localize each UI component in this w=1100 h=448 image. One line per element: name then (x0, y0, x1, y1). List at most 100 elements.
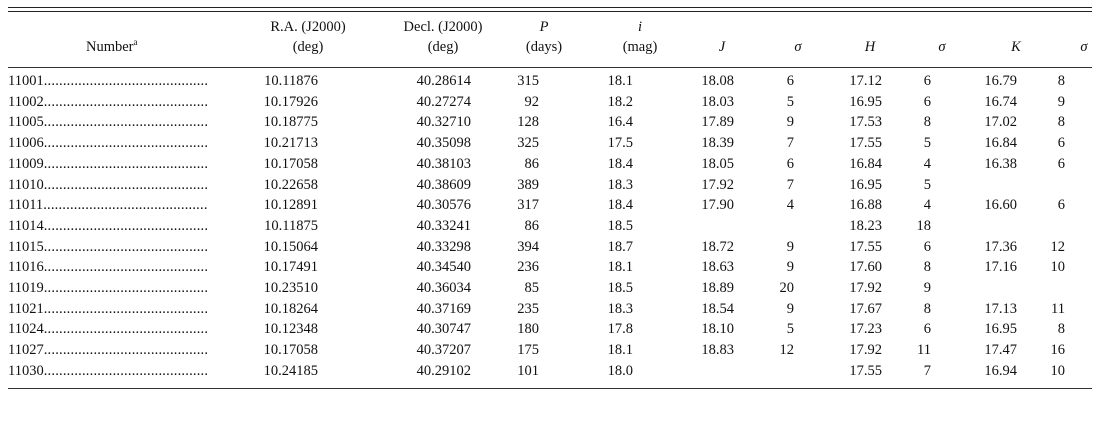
star-id: 11009 (8, 155, 44, 172)
cell-i-mag: 18.7 (607, 238, 633, 255)
cell-k: 17.13 (984, 300, 1017, 317)
cell-sigma-k: 8 (1057, 73, 1065, 89)
cell-h: 16.88 (849, 197, 882, 214)
cell-period: 86 (524, 155, 540, 172)
column-gap (794, 92, 838, 113)
cell-sigma-k: 10 (1050, 259, 1066, 276)
column-gap (633, 361, 692, 382)
column-gap (539, 299, 596, 320)
cell-h: 17.60 (849, 259, 882, 276)
cell-period: 315 (517, 73, 539, 89)
cell-sigma-j: 9 (786, 300, 794, 317)
leader-dots: ........................................… (43, 238, 209, 255)
cell-sigma-h: 5 (923, 135, 931, 152)
column-gap (471, 92, 501, 113)
leader-dots: ........................................… (43, 362, 209, 379)
cell-ra: 10.17491 (263, 259, 318, 276)
cell-period: 394 (517, 238, 539, 255)
cell-i-mag: 18.3 (607, 300, 633, 317)
column-gap (633, 133, 692, 154)
column-gap (539, 237, 596, 258)
column-gap (931, 92, 971, 113)
cell-sigma-h: 9 (923, 280, 931, 297)
table-row: 11024...................................… (8, 319, 1065, 340)
cell-sigma-k: 8 (1057, 114, 1065, 131)
cell-i-mag: 18.1 (607, 259, 633, 276)
cell-sigma-k: 6 (1057, 135, 1065, 152)
cell-ra: 10.23510 (263, 280, 318, 297)
cell-sigma-h: 4 (923, 197, 931, 214)
cell-k: 16.94 (984, 362, 1017, 379)
cell-sigma-k (1017, 216, 1065, 237)
cell-j: 17.90 (701, 197, 734, 214)
column-gap (633, 92, 692, 113)
column-gap (794, 278, 838, 299)
cell-sigma-h: 7 (923, 362, 931, 379)
cell-dec: 40.38609 (416, 176, 471, 193)
cell-dec: 40.28614 (416, 73, 471, 89)
table-row: 11002...................................… (8, 92, 1065, 113)
cell-sigma-j: 6 (786, 73, 794, 89)
column-gap (633, 112, 692, 133)
column-gap (318, 112, 367, 133)
leader-dots: ........................................… (43, 135, 209, 152)
star-id: 11027 (8, 342, 44, 359)
header-sigma-k: σ (1080, 39, 1088, 55)
leader-dots: ........................................… (43, 217, 209, 234)
row-number: 11010...................................… (8, 175, 226, 196)
cell-dec: 40.30576 (416, 197, 471, 214)
star-id: 11014 (8, 217, 44, 234)
cell-h: 17.12 (849, 73, 882, 89)
cell-h: 17.55 (849, 362, 882, 379)
column-gap (931, 237, 971, 258)
column-gap (633, 278, 692, 299)
column-gap (539, 133, 596, 154)
cell-sigma-h: 11 (917, 342, 931, 359)
column-gap (539, 340, 596, 361)
column-gap (794, 133, 838, 154)
star-id: 11024 (8, 321, 44, 338)
cell-sigma-j: 20 (779, 280, 795, 297)
cell-k (971, 175, 1017, 196)
star-id: 11006 (8, 135, 44, 152)
cell-h: 16.95 (849, 93, 882, 110)
leader-dots: ........................................… (43, 321, 209, 338)
column-gap (318, 154, 367, 175)
column-gap (931, 133, 971, 154)
cell-k (971, 278, 1017, 299)
cell-sigma-h: 4 (923, 155, 931, 172)
leader-dots: ........................................… (43, 342, 209, 359)
cell-k: 17.02 (984, 114, 1017, 131)
cell-sigma-k (1017, 175, 1065, 196)
cell-k: 17.16 (984, 259, 1017, 276)
column-gap (318, 195, 367, 216)
table-row: 11021...................................… (8, 299, 1065, 320)
cell-sigma-h: 8 (923, 114, 931, 131)
cell-period: 235 (517, 300, 539, 317)
cell-ra: 10.11876 (264, 73, 318, 89)
cell-i-mag: 16.4 (607, 114, 633, 131)
column-gap (318, 340, 367, 361)
cell-k: 16.60 (984, 197, 1017, 214)
column-gap (471, 216, 501, 237)
header-i-mag: i (mag) (622, 19, 658, 55)
column-gap (539, 175, 596, 196)
cell-period: 85 (524, 280, 540, 297)
cell-sigma-k: 8 (1057, 321, 1065, 338)
table-row: 11001...................................… (8, 71, 1065, 92)
cell-i-mag: 18.4 (607, 155, 633, 172)
cell-dec: 40.35098 (416, 135, 471, 152)
column-gap (931, 175, 971, 196)
cell-ra: 10.11875 (264, 217, 318, 234)
top-rule (8, 7, 1092, 8)
bottom-rule (8, 388, 1092, 389)
column-gap (633, 154, 692, 175)
column-gap (794, 112, 838, 133)
cell-sigma-k: 11 (1051, 300, 1065, 317)
column-gap (633, 195, 692, 216)
header-dec: Decl. (J2000) (deg) (403, 19, 483, 55)
cell-sigma-j: 6 (786, 155, 794, 172)
cell-h: 17.23 (849, 321, 882, 338)
cell-dec: 40.33241 (416, 217, 471, 234)
column-gap (794, 319, 838, 340)
